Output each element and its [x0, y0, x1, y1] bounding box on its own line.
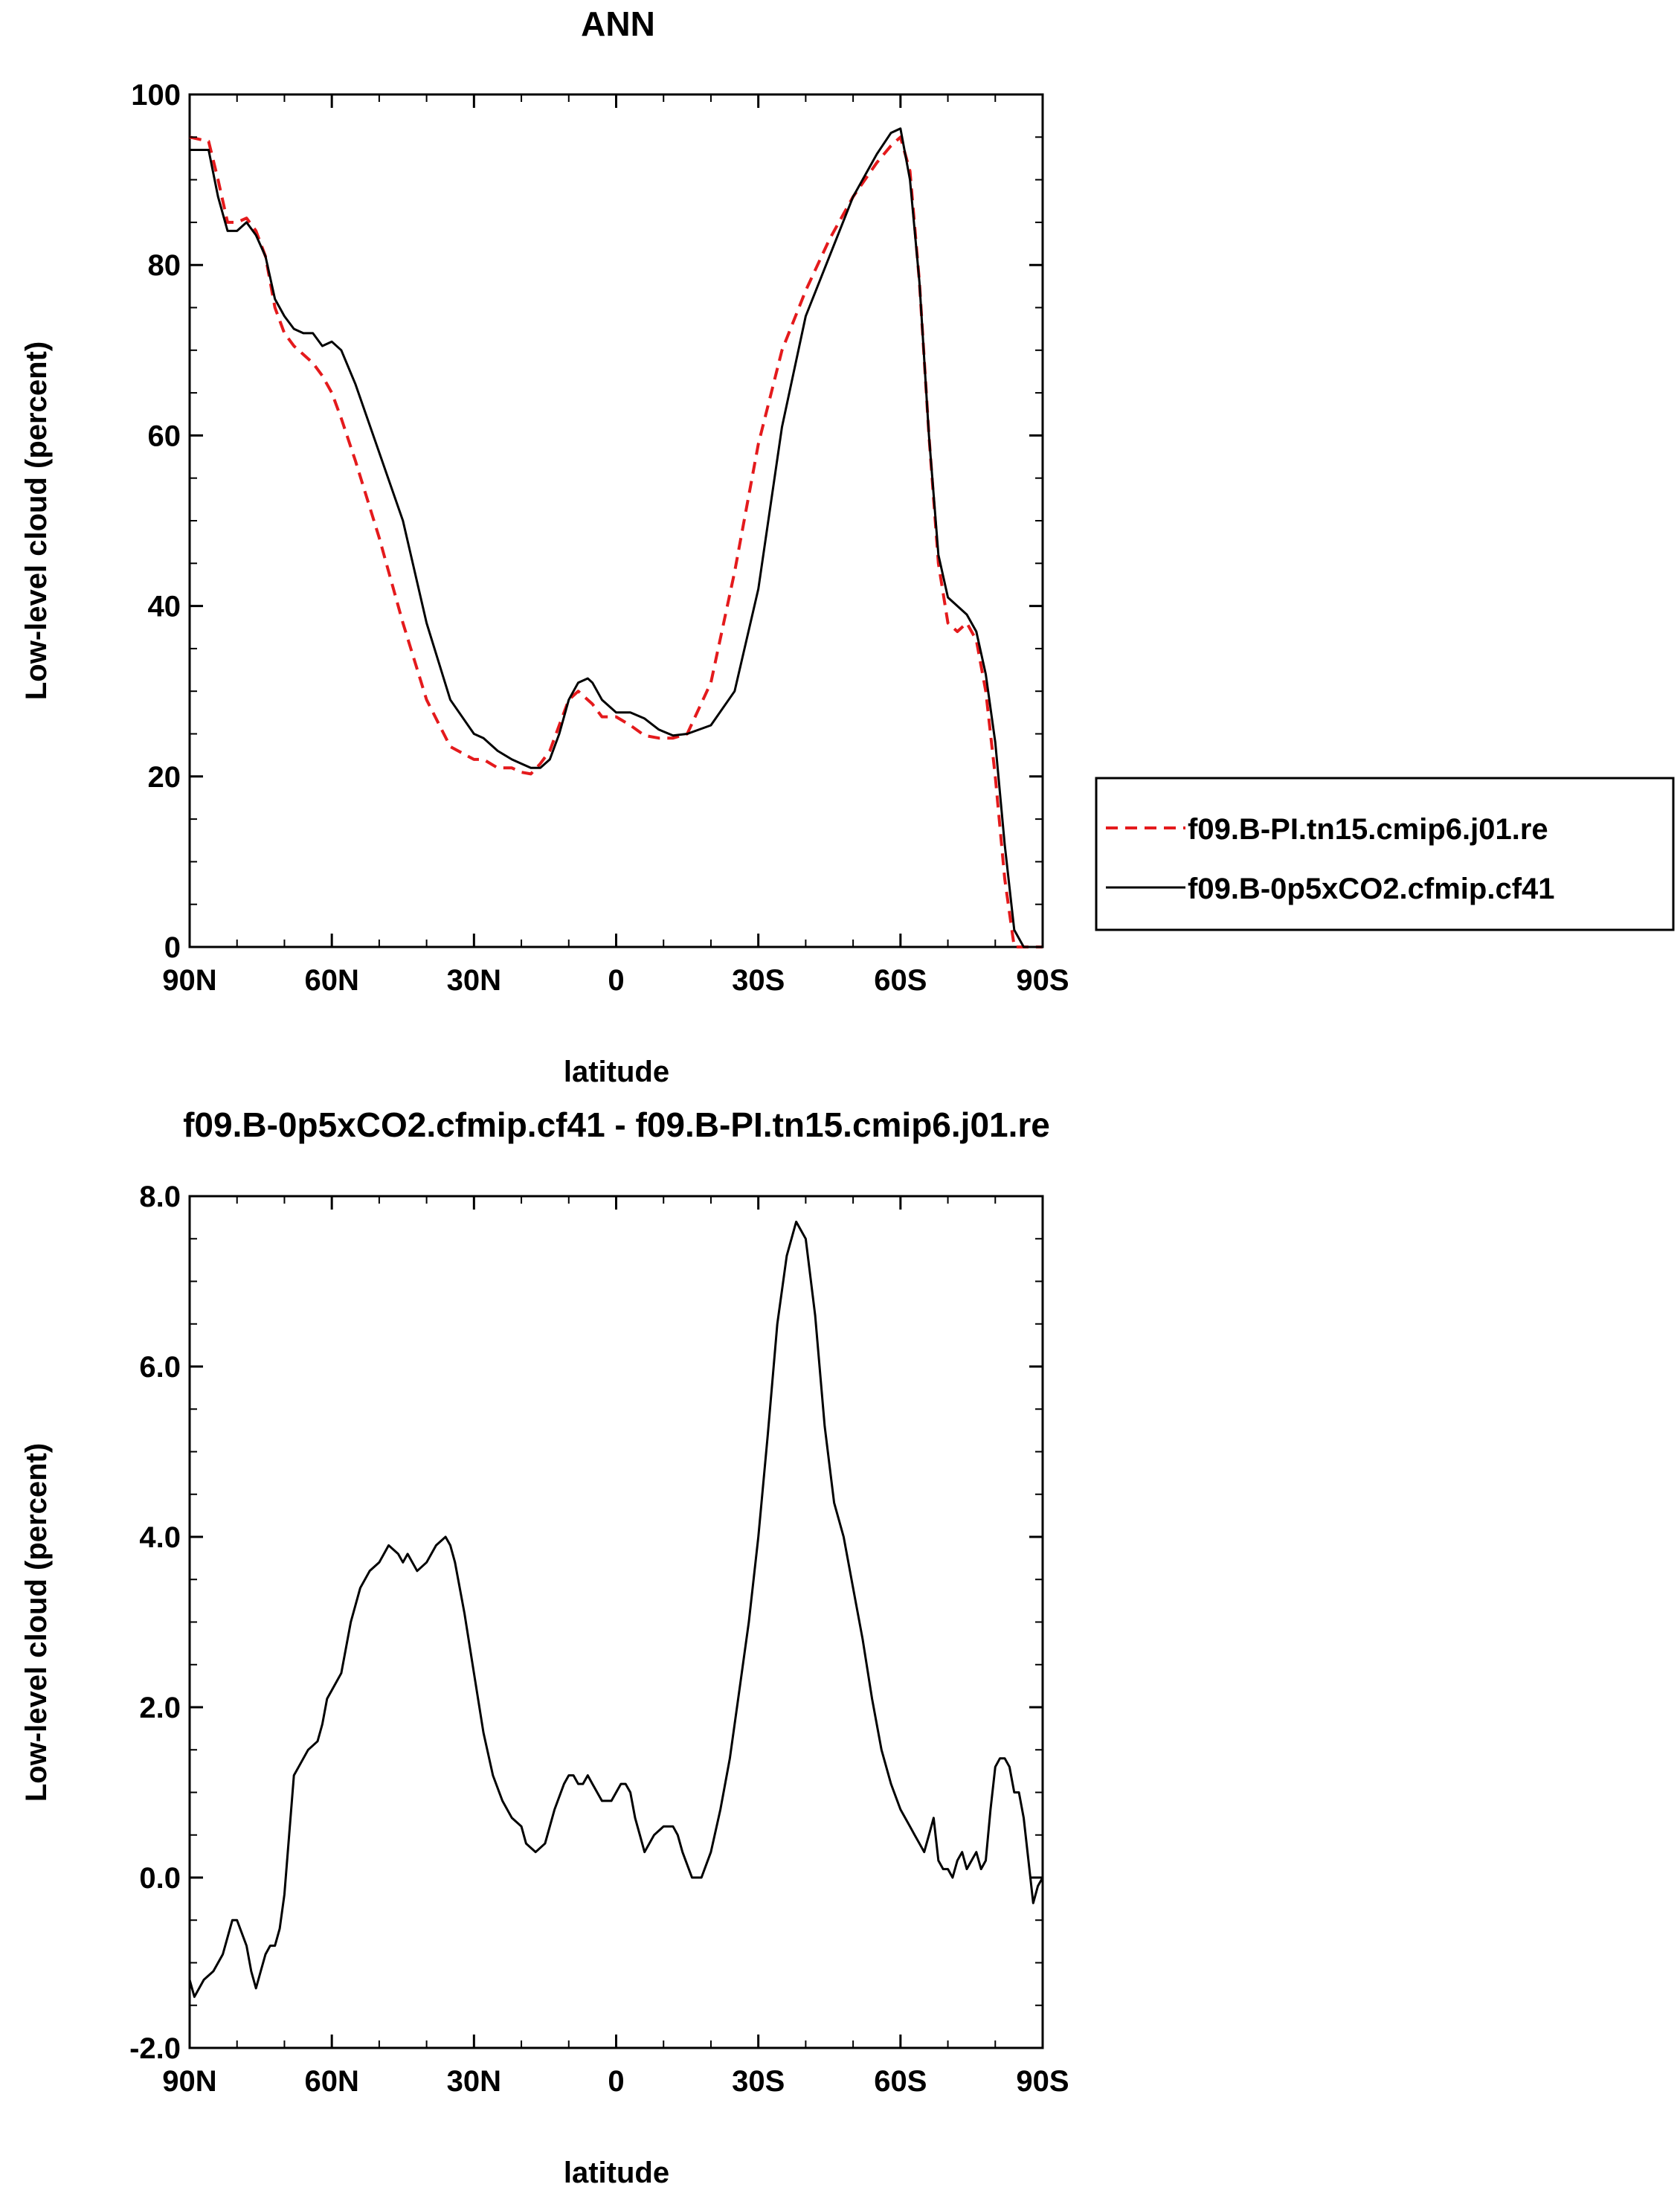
tick-marks: 90N 60N 30N 0 30S 60S 90S -2.0 0.0 2.0 4.0 6.0 8.0	[129, 1181, 1069, 2098]
series-line-1	[190, 127, 1043, 948]
y-tick-label: 8.0	[139, 1181, 181, 1213]
legend-box	[1095, 777, 1675, 931]
y-tick-label: 20	[148, 761, 181, 794]
series-line-0	[189, 135, 1043, 948]
chart-annual-low-cloud: ANN 90N 60N 30N 0 30S 60S 90S 0 20 40 60 80 100 lati…	[20, 4, 1675, 1088]
x-tick-label: 60S	[874, 2065, 927, 2098]
y-tick-label: 60	[148, 420, 181, 452]
x-axis-label: latitude	[564, 2157, 669, 2189]
x-tick-label: 30N	[447, 2065, 501, 2098]
legend: f09.B-PI.tn15.cmip6.j01.re f09.B-0p5xCO2…	[1095, 777, 1675, 931]
y-tick-label: -2.0	[129, 2032, 181, 2065]
legend-entry-0p5xco2: f09.B-0p5xCO2.cfmip.cf41	[1188, 873, 1555, 905]
legend-entry-pi: f09.B-PI.tn15.cmip6.j01.re	[1188, 813, 1548, 846]
x-tick-label: 30N	[447, 964, 501, 997]
y-tick-label: 100	[131, 79, 181, 112]
x-tick-label: 90N	[162, 964, 216, 997]
y-tick-label: 4.0	[139, 1521, 181, 1554]
x-tick-label: 0	[608, 2065, 624, 2098]
x-tick-label: 60N	[304, 964, 358, 997]
x-tick-label: 90N	[162, 2065, 216, 2098]
tick-marks: 90N 60N 30N 0 30S 60S 90S 0 20 40 60 80 100	[131, 79, 1069, 997]
x-axis-label: latitude	[564, 1056, 669, 1088]
x-tick-label: 60S	[874, 964, 927, 997]
chart-title: ANN	[581, 4, 655, 43]
y-axis-label: Low-level cloud (percent)	[20, 341, 53, 700]
y-tick-label: 80	[148, 249, 181, 282]
x-tick-label: 60N	[304, 2065, 358, 2098]
plot-area	[189, 127, 1043, 948]
y-tick-label: 0.0	[139, 1862, 181, 1895]
x-tick-label: 0	[608, 964, 624, 997]
plot-frame	[188, 1195, 1044, 2049]
x-tick-label: 30S	[732, 2065, 785, 2098]
y-tick-label: 0	[164, 931, 181, 964]
x-tick-label: 90S	[1016, 2065, 1069, 2098]
y-tick-label: 6.0	[139, 1351, 181, 1384]
y-tick-label: 40	[148, 591, 181, 623]
chart-title: f09.B-0p5xCO2.cfmip.cf41 - f09.B-PI.tn15…	[183, 1105, 1050, 1144]
y-tick-label: 2.0	[139, 1692, 181, 1724]
plot-area	[188, 1220, 1044, 1998]
y-axis-label: Low-level cloud (percent)	[20, 1443, 53, 1802]
x-tick-label: 30S	[732, 964, 785, 997]
chart-difference-low-cloud: f09.B-0p5xCO2.cfmip.cf41 - f09.B-PI.tn15…	[20, 1105, 1069, 2189]
x-tick-label: 90S	[1016, 964, 1069, 997]
series-line-0	[188, 1220, 1044, 1998]
